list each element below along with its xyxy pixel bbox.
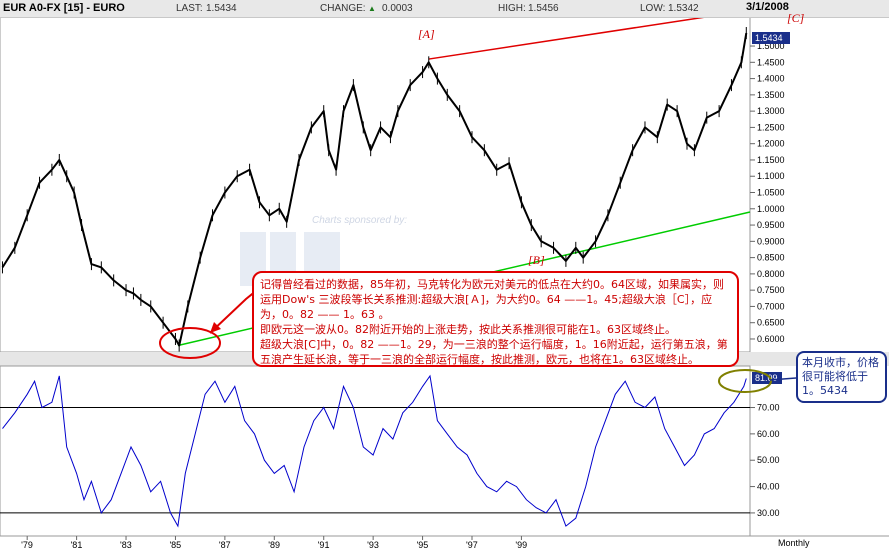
symbol-title: EUR A0-FX [15] - EURO <box>3 2 125 14</box>
annotation-paragraph: 即欧元这一波从0。82附近开始的上涨走势，按此关系推测很可能在1。63区域终止。 <box>260 323 676 336</box>
x-tick-label: '97 <box>466 540 478 550</box>
rsi-last-value-box: 81.09 <box>752 372 782 384</box>
rsi-axis: 30.00 40.00 50.00 60.00 70.00 <box>0 403 780 518</box>
price-tick-label: 1.0000 <box>757 204 785 214</box>
annotation-paragraph: 记得曾经看过的数据，85年初，马克转化为欧元对美元的低点在大约0。64区域，如果… <box>260 278 724 321</box>
high-label: HIGH: <box>498 3 526 14</box>
price-tick-label: 0.8000 <box>757 269 785 279</box>
price-tick-label: 1.3500 <box>757 90 785 100</box>
change-label: CHANGE: <box>320 3 366 14</box>
wave-label-b: [B] <box>528 253 545 267</box>
trendline-upper <box>428 9 751 60</box>
price-tick-label: 1.5000 <box>757 41 785 51</box>
x-tick-label: '89 <box>268 540 280 550</box>
wave-label-a: [A] <box>418 27 435 41</box>
change-value: 0.0003 <box>382 3 413 14</box>
price-tick-label: 1.4500 <box>757 57 785 67</box>
price-tick-label: 0.6500 <box>757 318 785 328</box>
low-label: LOW: <box>640 3 666 14</box>
callout-arrowhead <box>210 322 221 333</box>
side-annotation-text: 本月收市，价格很可能将低于1。5434 <box>802 356 879 397</box>
price-last-value: 1.5434 <box>755 33 783 43</box>
last-value: 1.5434 <box>206 3 237 14</box>
x-tick-label: '85 <box>169 540 181 550</box>
rsi-tick-label: 70.00 <box>757 403 780 413</box>
price-tick-label: 0.9500 <box>757 220 785 230</box>
x-tick-label: '93 <box>367 540 379 550</box>
rsi-line <box>2 374 747 528</box>
x-axis: '79'81'83'85'87'89'91'93'95'97'99'01'03'… <box>21 536 527 550</box>
low-highlight-ellipse <box>159 327 221 359</box>
side-callout-pointer <box>769 377 797 381</box>
rsi-tick-label: 50.00 <box>757 455 780 465</box>
date-label: 3/1/2008 <box>746 1 789 13</box>
x-tick-label: '87 <box>219 540 231 550</box>
low-value: 1.5342 <box>668 3 699 14</box>
price-last-value-box: 1.5434 <box>752 32 790 44</box>
x-tick-label: '95 <box>417 540 429 550</box>
price-tick-label: 0.6000 <box>757 334 785 344</box>
high-value: 1.5456 <box>528 3 559 14</box>
rsi-tick-label: 60.00 <box>757 429 780 439</box>
price-tick-label: 0.8500 <box>757 253 785 263</box>
price-tick-label: 1.1500 <box>757 155 785 165</box>
rsi-series <box>2 374 747 528</box>
frequency-label: Monthly <box>778 538 810 548</box>
quote-header: EUR A0-FX [15] - EURO LAST: 1.5434 CHANG… <box>0 0 889 18</box>
x-tick-label: '99 <box>515 540 527 550</box>
price-tick-label: 1.2500 <box>757 122 785 132</box>
price-tick-label: 1.0500 <box>757 188 785 198</box>
x-tick-label: '91 <box>318 540 330 550</box>
rsi-tick-label: 30.00 <box>757 508 780 518</box>
wave-label-c: [C] <box>787 11 805 25</box>
change-up-icon: ▲ <box>368 4 376 13</box>
price-tick-label: 1.3000 <box>757 106 785 116</box>
price-tick-label: 1.4000 <box>757 74 785 84</box>
price-tick-label: 0.9000 <box>757 236 785 246</box>
main-annotation-box: 记得曾经看过的数据，85年初，马克转化为欧元对美元的低点在大约0。64区域，如果… <box>252 271 739 367</box>
watermark-text: Charts sponsored by: <box>312 215 407 226</box>
last-label: LAST: <box>176 3 203 14</box>
rsi-last-value: 81.09 <box>755 373 778 383</box>
main-annotation-text: 记得曾经看过的数据，85年初，马克转化为欧元对美元的低点在大约0。64区域，如果… <box>260 277 731 367</box>
rsi-highlight-ellipse <box>718 369 772 393</box>
price-axis: 0.6000 0.6500 0.7000 0.7500 0.8000 0.8500 0.90… <box>750 41 785 344</box>
annotation-paragraph: 超级大浪[C]中，0。82 ——1。29，为一三浪的整个运行幅度，1。16附近起… <box>260 338 728 366</box>
rsi-tick-label: 40.00 <box>757 482 780 492</box>
price-tick-label: 0.7500 <box>757 285 785 295</box>
price-tick-label: 1.2000 <box>757 139 785 149</box>
price-tick-label: 0.7000 <box>757 301 785 311</box>
x-tick-label: '79 <box>21 540 33 550</box>
x-tick-label: '83 <box>120 540 132 550</box>
x-tick-label: '81 <box>71 540 83 550</box>
price-series <box>1 27 748 352</box>
side-annotation-box: 本月收市，价格很可能将低于1。5434 <box>796 351 887 403</box>
price-tick-label: 1.1000 <box>757 171 785 181</box>
